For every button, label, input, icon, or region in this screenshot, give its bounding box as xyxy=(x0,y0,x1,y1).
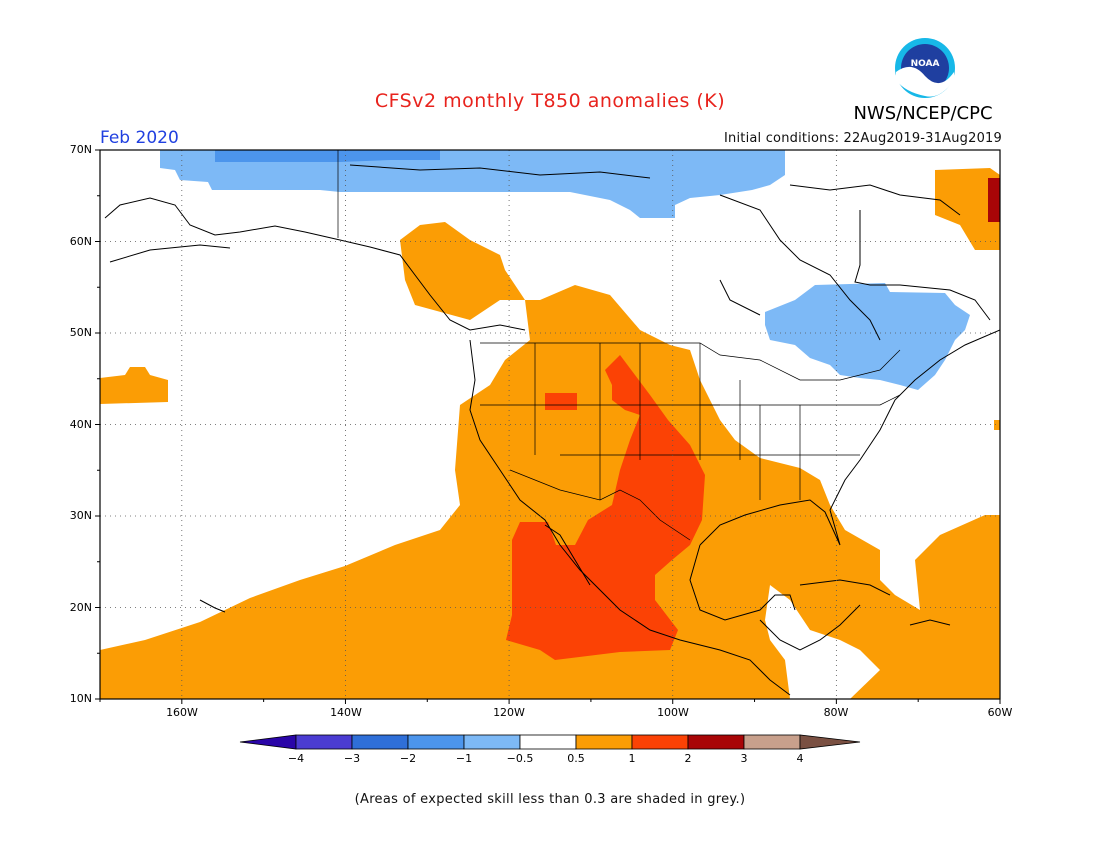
lon-label-80w: 80W xyxy=(823,706,849,719)
colorbar-tick-3: −1 xyxy=(455,752,473,765)
lat-label-70: 70N xyxy=(69,143,92,156)
lon-label-160w: 160W xyxy=(166,706,198,719)
initial-conditions: Initial conditions: 22Aug2019-31Aug2019 xyxy=(723,131,1002,146)
chart-title: CFSv2 monthly T850 anomalies (K) xyxy=(374,90,726,112)
lat-label-10: 10N xyxy=(69,692,92,705)
region-arctic-cool xyxy=(160,150,785,218)
lon-label-140w: 140W xyxy=(330,706,362,719)
colorbar-tick-9: 4 xyxy=(796,752,804,765)
lat-label-30: 30N xyxy=(69,509,92,522)
lat-label-50: 50N xyxy=(69,326,92,339)
skill-note: (Areas of expected skill less than 0.3 a… xyxy=(354,792,746,807)
region-north-atlantic-hot xyxy=(988,178,1000,222)
lat-label-20: 20N xyxy=(69,601,92,614)
colorbar-tick-4: −0.5 xyxy=(506,752,534,765)
colorbar-tick-2: −2 xyxy=(399,752,417,765)
colorbar-tick-5: 0.5 xyxy=(567,752,585,765)
region-great-lakes-cool xyxy=(765,283,970,390)
region-west-warm xyxy=(100,222,1000,699)
colorbar-tick-0: −4 xyxy=(287,752,305,765)
lat-label-40: 40N xyxy=(69,418,92,431)
valid-month: Feb 2020 xyxy=(100,128,179,148)
colorbar-tick-8: 3 xyxy=(740,752,748,765)
region-mexico-plains-hot xyxy=(506,355,705,660)
colorbar-tick-1: −3 xyxy=(343,752,361,765)
lat-label-60: 60N xyxy=(69,235,92,248)
agency-label: NWS/NCEP/CPC xyxy=(853,103,993,124)
lon-label-120w: 120W xyxy=(493,706,525,719)
colorbar-tick-6: 1 xyxy=(628,752,636,765)
region-arctic-cold xyxy=(215,150,440,162)
lon-label-60w: 60W xyxy=(987,706,1013,719)
lon-label-100w: 100W xyxy=(657,706,689,719)
colorbar-tick-7: 2 xyxy=(684,752,692,765)
